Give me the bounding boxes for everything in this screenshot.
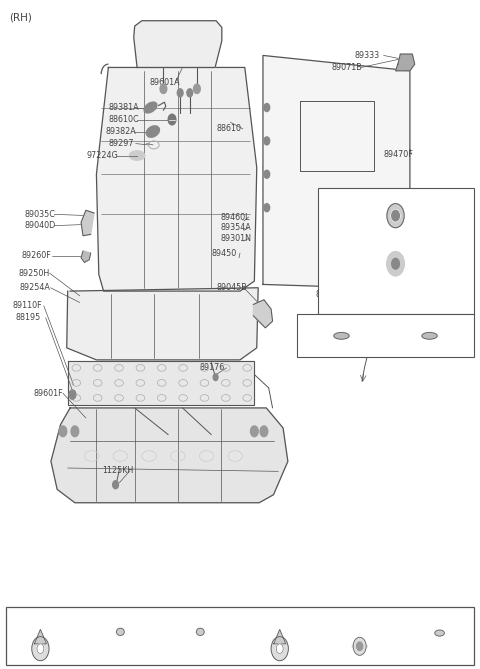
Polygon shape xyxy=(134,21,222,68)
Text: 89250H: 89250H xyxy=(19,268,50,278)
Circle shape xyxy=(387,203,404,227)
Text: 89381A: 89381A xyxy=(108,103,139,112)
Text: 89450: 89450 xyxy=(211,249,237,258)
Circle shape xyxy=(357,642,363,650)
Text: 1339CB: 1339CB xyxy=(380,235,411,244)
Text: 86549: 86549 xyxy=(427,613,452,623)
Polygon shape xyxy=(67,288,258,360)
Polygon shape xyxy=(253,300,273,328)
Ellipse shape xyxy=(196,628,204,636)
Text: 89390A: 89390A xyxy=(316,290,347,299)
Polygon shape xyxy=(81,251,91,262)
Circle shape xyxy=(37,644,44,654)
Circle shape xyxy=(387,203,404,227)
Text: 1338CA: 1338CA xyxy=(380,190,411,199)
Text: 89460L: 89460L xyxy=(221,213,251,221)
Polygon shape xyxy=(274,630,286,644)
Text: 89045B: 89045B xyxy=(216,283,247,292)
Bar xyxy=(6,607,474,665)
Polygon shape xyxy=(396,54,415,71)
Ellipse shape xyxy=(387,211,404,219)
Text: 89379: 89379 xyxy=(28,613,53,623)
Text: 1140JA: 1140JA xyxy=(414,316,445,325)
Polygon shape xyxy=(263,56,410,289)
Text: 89601A: 89601A xyxy=(149,78,180,87)
Circle shape xyxy=(69,390,76,399)
Ellipse shape xyxy=(435,630,444,636)
Text: 88195: 88195 xyxy=(15,313,40,322)
Circle shape xyxy=(391,209,400,221)
Circle shape xyxy=(264,104,270,112)
Polygon shape xyxy=(51,408,288,502)
Circle shape xyxy=(271,637,288,661)
Ellipse shape xyxy=(117,628,124,636)
Circle shape xyxy=(160,84,167,94)
Ellipse shape xyxy=(334,332,349,339)
Circle shape xyxy=(168,114,176,125)
Circle shape xyxy=(264,203,270,211)
Text: 89176: 89176 xyxy=(199,363,225,373)
Text: 88610C: 88610C xyxy=(108,115,139,124)
Circle shape xyxy=(177,89,183,97)
Ellipse shape xyxy=(352,643,367,650)
Text: 89470F: 89470F xyxy=(384,150,413,159)
Text: 89035C: 89035C xyxy=(24,210,56,219)
Text: 1339CD: 1339CD xyxy=(344,613,375,623)
Ellipse shape xyxy=(422,332,437,339)
Polygon shape xyxy=(68,361,254,405)
Circle shape xyxy=(392,258,399,269)
Polygon shape xyxy=(81,210,94,235)
Circle shape xyxy=(113,481,119,489)
Ellipse shape xyxy=(144,102,157,113)
Bar xyxy=(298,314,474,357)
Ellipse shape xyxy=(130,151,145,161)
Text: 97224G: 97224G xyxy=(87,151,119,160)
Circle shape xyxy=(276,644,283,654)
Text: 89071B: 89071B xyxy=(332,63,363,72)
Text: 89354A: 89354A xyxy=(221,223,252,232)
Text: 89297: 89297 xyxy=(108,139,134,148)
Text: 89260F: 89260F xyxy=(22,252,51,260)
Text: 89254A: 89254A xyxy=(20,283,51,292)
Text: 89382A: 89382A xyxy=(105,127,136,136)
Text: 89040D: 89040D xyxy=(24,221,56,230)
Text: 1243DB: 1243DB xyxy=(184,613,216,623)
Circle shape xyxy=(251,426,258,437)
Text: 89110F: 89110F xyxy=(12,301,42,310)
Polygon shape xyxy=(35,630,47,644)
Circle shape xyxy=(353,638,366,656)
Text: 1243DM: 1243DM xyxy=(104,613,137,623)
Text: 89601F: 89601F xyxy=(33,389,63,398)
Text: 89301N: 89301N xyxy=(221,234,252,243)
Ellipse shape xyxy=(146,126,159,137)
Circle shape xyxy=(59,426,67,437)
Polygon shape xyxy=(96,68,257,291)
Circle shape xyxy=(387,252,404,276)
Bar xyxy=(318,187,474,314)
Circle shape xyxy=(387,252,404,276)
Text: 89535B: 89535B xyxy=(318,301,348,310)
Text: 88610: 88610 xyxy=(216,124,241,133)
Text: 1125KH: 1125KH xyxy=(103,466,134,475)
Text: 89333: 89333 xyxy=(355,51,380,60)
Circle shape xyxy=(264,171,270,178)
Text: 1140FB: 1140FB xyxy=(324,316,358,325)
Circle shape xyxy=(193,84,200,94)
Ellipse shape xyxy=(387,260,404,268)
Circle shape xyxy=(71,426,79,437)
Text: 85316: 85316 xyxy=(267,613,292,623)
Circle shape xyxy=(392,210,399,221)
Circle shape xyxy=(260,426,268,437)
Text: (RH): (RH) xyxy=(9,13,32,22)
Circle shape xyxy=(213,374,218,381)
Circle shape xyxy=(264,137,270,145)
Circle shape xyxy=(32,637,49,661)
Circle shape xyxy=(187,89,192,97)
